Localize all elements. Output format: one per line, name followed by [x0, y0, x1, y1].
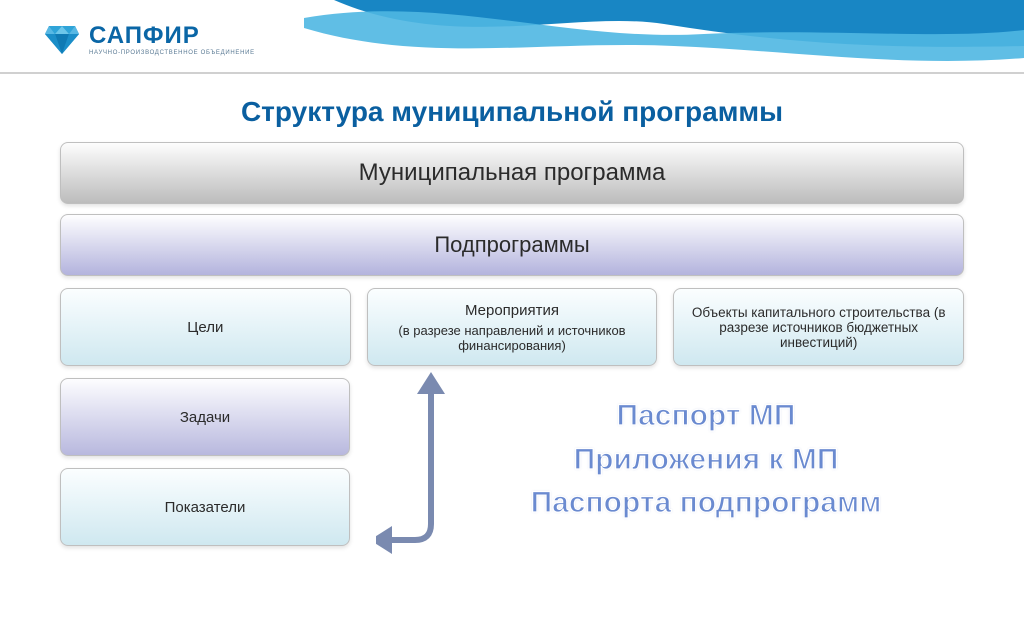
- logo-main: САПФИР: [89, 24, 255, 48]
- page-title: Структура муниципальной программы: [0, 96, 1024, 128]
- annotation-passport-sub: Паспорта подпрограмм: [446, 481, 966, 525]
- box-indicators: Показатели: [60, 468, 350, 546]
- box-label: Объекты капитального строительства (в ра…: [684, 305, 953, 350]
- box-label: Задачи: [180, 409, 230, 426]
- box-label-line1: Мероприятия: [378, 302, 647, 319]
- box-label: Подпрограммы: [434, 232, 589, 258]
- title-text: Структура муниципальной программы: [241, 96, 783, 127]
- logo-sub: НАУЧНО-ПРОИЗВОДСТВЕННОЕ ОБЪЕДИНЕНИЕ: [89, 50, 255, 56]
- box-goals: Цели: [60, 288, 351, 366]
- row-three: Цели Мероприятия (в разрезе направлений …: [60, 288, 964, 366]
- box-activities: Мероприятия (в разрезе направлений и ист…: [367, 288, 658, 366]
- header-swoosh: [304, 0, 1024, 74]
- box-label: Муниципальная программа: [359, 159, 666, 187]
- annotation-passport-mp: Паспорт МП: [446, 394, 966, 438]
- right-area: Паспорт МП Приложения к МП Паспорта подп…: [366, 366, 964, 546]
- logo: САПФИР НАУЧНО-ПРОИЗВОДСТВЕННОЕ ОБЪЕДИНЕН…: [45, 24, 255, 56]
- box-tasks: Задачи: [60, 378, 350, 456]
- box-subprograms: Подпрограммы: [60, 214, 964, 276]
- header: САПФИР НАУЧНО-ПРОИЗВОДСТВЕННОЕ ОБЪЕДИНЕН…: [0, 0, 1024, 74]
- box-capital-objects: Объекты капитального строительства (в ра…: [673, 288, 964, 366]
- box-municipal-program: Муниципальная программа: [60, 142, 964, 204]
- box-label: Показатели: [165, 499, 246, 516]
- box-label: Цели: [187, 319, 223, 336]
- annotation-appendix-mp: Приложения к МП: [446, 438, 966, 482]
- annotation-block: Паспорт МП Приложения к МП Паспорта подп…: [446, 394, 966, 525]
- box-content: Мероприятия (в разрезе направлений и ист…: [378, 302, 647, 353]
- lower-row: Задачи Показатели Паспорт МП Приложения …: [60, 366, 964, 546]
- logo-text: САПФИР НАУЧНО-ПРОИЗВОДСТВЕННОЕ ОБЪЕДИНЕН…: [89, 24, 255, 56]
- left-column: Задачи Показатели: [60, 378, 350, 546]
- diagram: Муниципальная программа Подпрограммы Цел…: [60, 142, 964, 546]
- diamond-icon: [45, 26, 79, 54]
- box-label-line2: (в разрезе направлений и источников фина…: [378, 323, 647, 353]
